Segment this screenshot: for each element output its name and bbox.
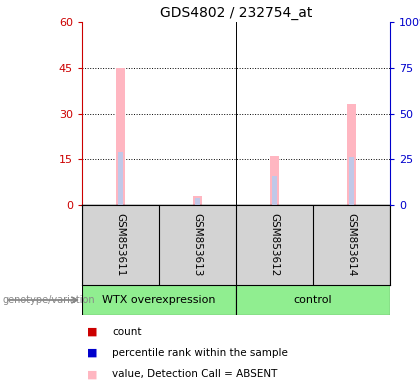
Text: genotype/variation: genotype/variation <box>2 295 95 305</box>
Bar <box>195 198 200 205</box>
Text: GSM853613: GSM853613 <box>192 214 202 277</box>
Text: percentile rank within the sample: percentile rank within the sample <box>112 348 288 358</box>
Bar <box>116 68 125 205</box>
Text: GSM853612: GSM853612 <box>270 214 279 277</box>
Bar <box>349 157 354 205</box>
Title: GDS4802 / 232754_at: GDS4802 / 232754_at <box>160 6 312 20</box>
Text: ■: ■ <box>87 327 97 337</box>
Text: control: control <box>294 295 332 305</box>
Bar <box>272 176 277 205</box>
Text: GSM853611: GSM853611 <box>116 214 126 277</box>
Bar <box>118 152 123 205</box>
Text: GSM853614: GSM853614 <box>346 214 357 277</box>
Bar <box>347 104 356 205</box>
Text: ■: ■ <box>87 348 97 358</box>
Text: ■: ■ <box>87 369 97 379</box>
Bar <box>236 285 390 315</box>
Text: value, Detection Call = ABSENT: value, Detection Call = ABSENT <box>112 369 278 379</box>
Bar <box>82 285 236 315</box>
Text: WTX overexpression: WTX overexpression <box>102 295 216 305</box>
Bar <box>193 196 202 205</box>
Bar <box>270 156 279 205</box>
Text: count: count <box>112 327 142 337</box>
